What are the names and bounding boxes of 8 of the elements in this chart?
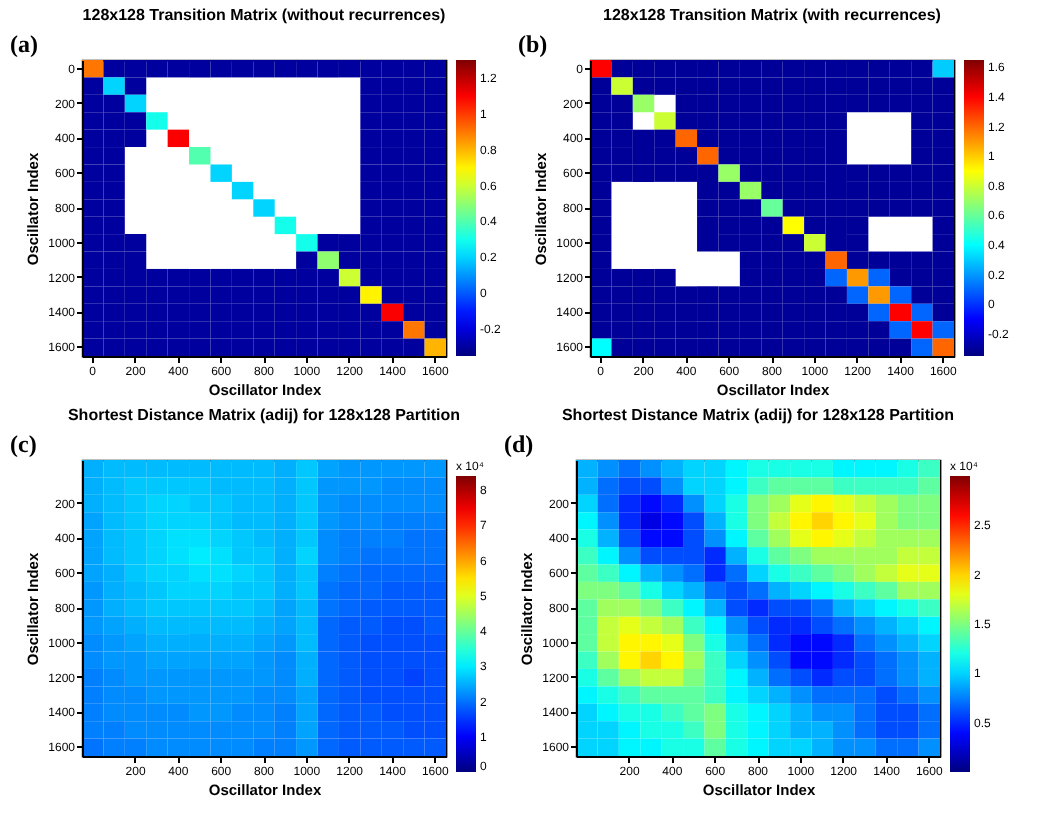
text: (d) <box>504 430 534 458</box>
chart-title: 128x128 Transition Matrix (without recurrences) <box>82 6 447 24</box>
text: (a) <box>10 30 38 58</box>
chart-title: 128x128 Transition Matrix (with recurrences) <box>603 6 942 24</box>
chart-title: Shortest Distance Matrix (adij) for 128x128 Partition <box>561 406 955 424</box>
text: (b) <box>518 30 548 58</box>
chart-title: Shortest Distance Matrix (adij) for 128x128 Partition <box>67 406 461 424</box>
text: (c) <box>10 430 37 458</box>
